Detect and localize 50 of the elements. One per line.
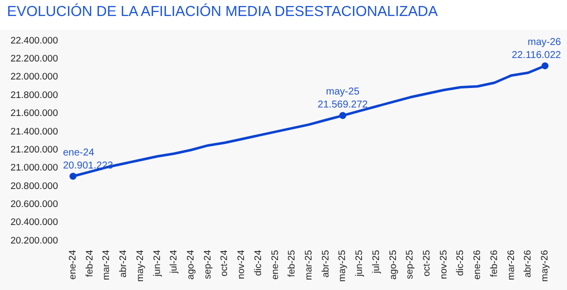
x-tick-label: jun-25 [354, 250, 366, 278]
x-tick-label: mar-25 [304, 250, 314, 280]
y-tick-label: 21.800.000 [10, 90, 58, 101]
x-tick-label: sep-25 [404, 250, 416, 280]
data-label: 22.116.022 [512, 50, 562, 61]
x-tick-label: ene-26 [472, 250, 484, 280]
x-tick-label: feb-25 [286, 250, 298, 277]
x-tick-label: jul-24 [168, 250, 180, 274]
category-label: may-26 [528, 36, 561, 48]
y-tick-label: 20.200.000 [10, 235, 58, 246]
y-tick-label: 21.400.000 [10, 126, 58, 138]
x-tick-label: jun-24 [152, 250, 163, 278]
x-tick-label: abr-25 [320, 250, 332, 278]
y-tick-label: 20.600.000 [10, 199, 58, 210]
x-tick-label: feb-24 [84, 250, 96, 277]
x-tick-label: dic-25 [455, 250, 466, 276]
x-tick-label: may-25 [337, 250, 348, 282]
y-tick-label: 20.800.000 [10, 180, 58, 192]
x-tick-label: oct-24 [219, 250, 230, 276]
x-tick-label: ene-24 [68, 250, 78, 280]
x-tick-label: may-24 [134, 250, 146, 282]
x-tick-label: oct-25 [422, 250, 432, 276]
x-tick-label: mar-26 [506, 250, 517, 280]
x-tick-label: nov-25 [438, 250, 450, 280]
x-tick-label: sep-24 [202, 250, 214, 280]
x-tick-label: dic-24 [252, 250, 264, 276]
x-tick-label: may-26 [540, 250, 550, 282]
x-tick-label: feb-26 [488, 250, 500, 277]
category-label: may-25 [326, 86, 360, 98]
y-tick-label: 21.000.000 [10, 162, 58, 174]
data-label: 21.569.272 [318, 100, 368, 111]
point [70, 172, 76, 180]
chart-title: EVOLUCIÓN DE LA AFILIACIÓN MEDIA DESESTACIONALIZADA [6, 2, 439, 22]
x-tick-label: mar-24 [101, 250, 112, 280]
category-label: ene-24 [63, 147, 94, 158]
y-tick-label: 21.600.000 [10, 108, 58, 120]
y-tick-label: 22.000.000 [10, 72, 58, 83]
point [542, 62, 548, 70]
x-tick-label: ago-24 [186, 250, 196, 280]
x-tick-label: ago-25 [388, 250, 399, 280]
x-tick-label: nov-24 [236, 250, 248, 280]
y-tick-label: 22.400.000 [10, 35, 58, 46]
point [339, 112, 346, 120]
x-tick-label: ene-25 [270, 250, 281, 280]
x-tick-label: abr-26 [522, 250, 534, 278]
y-tick-label: 21.200.000 [10, 144, 58, 156]
y-tick-label: 22.200.000 [10, 54, 58, 65]
y-tick-label: 20.400.000 [10, 217, 58, 228]
x-tick-label: jul-25 [370, 250, 382, 274]
x-tick-label: abr-24 [118, 250, 130, 278]
